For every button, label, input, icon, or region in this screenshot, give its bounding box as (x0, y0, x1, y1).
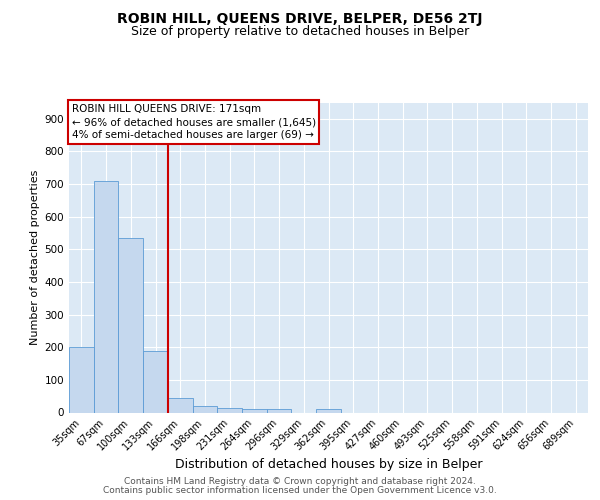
Bar (316, 409, 341, 412)
Text: Contains HM Land Registry data © Crown copyright and database right 2024.: Contains HM Land Registry data © Crown c… (124, 477, 476, 486)
Text: Contains public sector information licensed under the Open Government Licence v3: Contains public sector information licen… (103, 486, 497, 495)
Text: ROBIN HILL QUEENS DRIVE: 171sqm
← 96% of detached houses are smaller (1,645)
4% : ROBIN HILL QUEENS DRIVE: 171sqm ← 96% of… (71, 104, 316, 141)
Bar (242, 408, 267, 412)
Bar (69, 347, 94, 412)
Bar (168, 398, 193, 412)
Bar (118, 238, 143, 412)
Bar (94, 181, 118, 412)
Bar (217, 408, 242, 412)
Text: ROBIN HILL, QUEENS DRIVE, BELPER, DE56 2TJ: ROBIN HILL, QUEENS DRIVE, BELPER, DE56 2… (117, 12, 483, 26)
Bar (193, 406, 217, 412)
X-axis label: Distribution of detached houses by size in Belper: Distribution of detached houses by size … (175, 458, 482, 471)
Y-axis label: Number of detached properties: Number of detached properties (31, 170, 40, 345)
Bar (143, 350, 168, 412)
Bar (267, 409, 292, 412)
Text: Size of property relative to detached houses in Belper: Size of property relative to detached ho… (131, 25, 469, 38)
